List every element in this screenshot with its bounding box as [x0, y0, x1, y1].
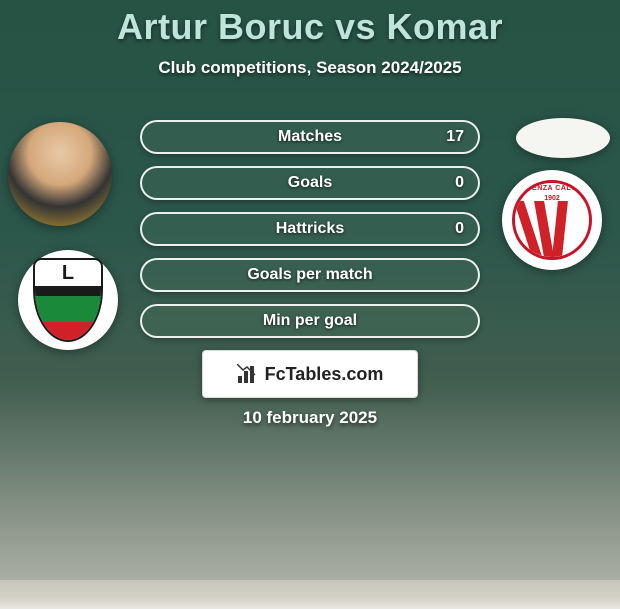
player-right-photo: [516, 118, 610, 158]
legia-letter: L: [35, 262, 101, 285]
player-left-photo: [8, 122, 112, 226]
stat-label: Goals per match: [247, 266, 372, 284]
brand-text: FcTables.com: [265, 364, 384, 385]
vicenza-shield-icon: VICENZA CALCIO 1902: [512, 180, 592, 260]
date-text: 10 february 2025: [0, 408, 620, 428]
brand-box: FcTables.com: [202, 350, 418, 398]
legia-shield-icon: L: [33, 258, 103, 342]
stats-block: Matches 17 Goals 0 Hattricks 0 Goals per…: [140, 120, 480, 350]
stat-label: Goals: [288, 174, 332, 192]
bar-chart-icon: [237, 364, 259, 384]
stat-label: Hattricks: [276, 220, 344, 238]
stat-row-matches: Matches 17: [140, 120, 480, 154]
stat-right-value: 17: [446, 128, 464, 146]
stat-label: Min per goal: [263, 312, 357, 330]
club-left-badge: L: [18, 250, 118, 350]
subtitle: Club competitions, Season 2024/2025: [0, 58, 620, 78]
stat-right-value: 0: [455, 174, 464, 192]
page-title: Artur Boruc vs Komar: [0, 0, 620, 48]
stat-right-value: 0: [455, 220, 464, 238]
stat-row-mpg: Min per goal: [140, 304, 480, 338]
stat-row-goals: Goals 0: [140, 166, 480, 200]
vicenza-arc-text: VICENZA CALCIO: [515, 185, 589, 192]
stat-row-gpm: Goals per match: [140, 258, 480, 292]
stat-label: Matches: [278, 128, 342, 146]
stat-row-hattricks: Hattricks 0: [140, 212, 480, 246]
vicenza-year: 1902: [515, 195, 589, 202]
club-right-badge: VICENZA CALCIO 1902: [502, 170, 602, 270]
